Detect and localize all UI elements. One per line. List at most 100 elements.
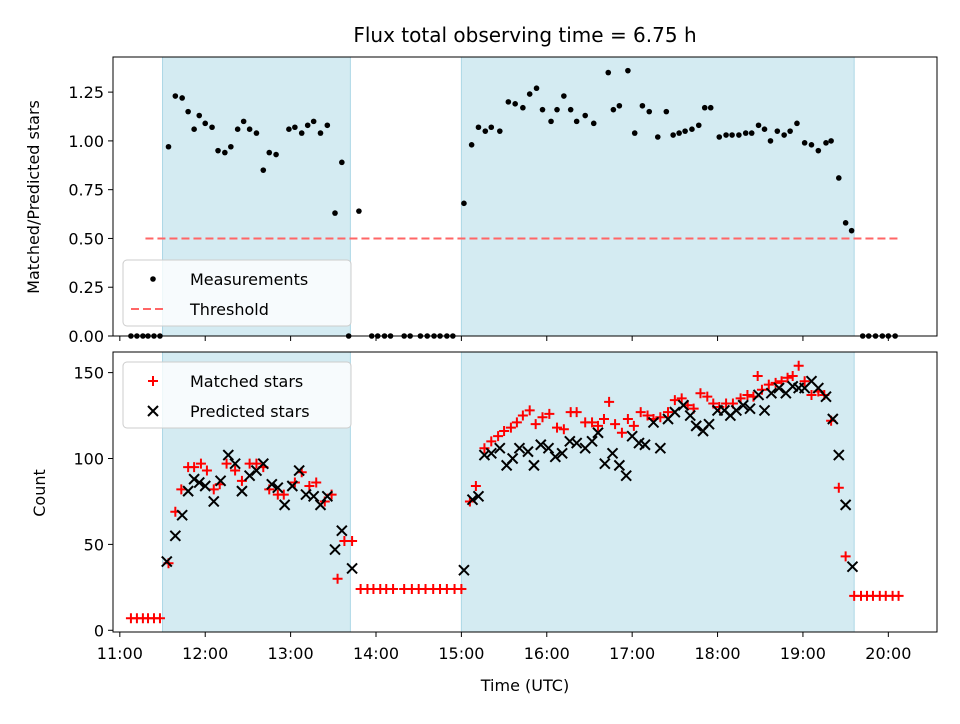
predicted-stars-point [690,420,702,432]
measurement-point [654,134,661,140]
legend-box [122,361,352,429]
matched-stars-point [893,590,904,601]
matched-stars-point [770,377,781,388]
measurement-point [801,140,808,146]
matched-stars-point [756,384,767,395]
measurement-point [639,102,646,109]
measurement-point [582,112,588,119]
legend-label: Threshold [189,300,269,319]
matched-stars-point [655,412,666,423]
measurement-point [273,151,279,158]
matched-stars-point [622,413,633,424]
matched-stars-point [388,584,399,595]
predicted-stars-point [494,442,506,454]
predicted-stars-point [336,524,348,537]
x-tick-label: 17:00 [609,644,655,663]
y-tick-label: 1.25 [68,83,104,102]
y-tick-label: 0.00 [68,327,104,346]
matched-stars-point [499,426,510,437]
x-tick-label: 19:00 [780,644,826,663]
matched-stars-point [840,551,851,562]
predicted-stars-point [236,485,248,497]
predicted-stars-point [639,439,651,451]
measurement-point [755,122,762,129]
measurement-point [165,143,172,150]
predicted-stars-point [839,499,852,511]
measurement-point [260,167,267,173]
measurement-point [676,130,682,136]
observing-window-band [460,351,855,633]
count-panel: 0 50 100 150 11:00 12:00 13:00 14:00 15:00 16:00 1… [73,351,938,663]
matched-stars-point [610,419,621,430]
predicted-stars-point [684,409,696,422]
measurement-point [689,126,695,132]
y-tick-label: 1.00 [68,132,104,151]
predicted-stars-point [513,442,526,454]
measurement-point [266,149,273,156]
matched-stars-point [669,395,680,406]
matched-stars-point [544,408,555,419]
measurement-point [488,124,495,131]
x-tick-label: 15:00 [438,644,484,663]
predicted-stars-point [599,457,611,470]
legend-label: Predicted stars [190,402,310,421]
measurement-point [222,149,228,156]
matched-stars-point [714,401,725,412]
matched-stars-point [616,427,627,438]
measurement-point [616,102,623,109]
predicted-stars-point [613,459,626,472]
predicted-stars-point [592,427,604,439]
predicted-stars-point [506,452,519,465]
predicted-stars-point [564,435,576,448]
measurement-point [172,93,179,99]
measurement-point [761,126,768,132]
predicted-stars-point [214,475,227,487]
predicted-stars-point [188,473,200,485]
measurement-point [304,122,311,129]
predicted-stars-point [176,509,188,521]
matched-stars-point [332,573,343,584]
legend-marker-measurements [150,276,156,282]
matched-stars-point [552,422,563,433]
predicted-stars-point [535,439,547,451]
predicted-stars-point [528,459,540,472]
matched-stars-point [524,405,535,416]
measurement-point [512,101,518,107]
chart-title: Flux total observing time = 6.75 h [353,23,696,47]
measurement-point [842,220,849,226]
measurement-point [823,140,829,146]
matched-stars-point [558,424,569,435]
matched-stars-point [833,482,844,493]
x-tick-label: 18:00 [694,644,740,663]
measurement-point [339,159,345,166]
measurement-point [794,120,800,127]
predicted-stars-point [266,478,278,490]
predicted-stars-point [286,480,299,492]
measurement-point [787,128,793,134]
legend-marker-matched [148,376,158,386]
predicted-stars-point [321,490,334,503]
measurement-point [836,175,842,181]
y-tick-label: 0.75 [68,181,104,200]
measurement-point [240,118,247,125]
measurement-point [215,147,221,154]
matched-stars-point [642,410,653,421]
predicted-stars-point [293,464,305,477]
predicted-stars-point [654,442,667,454]
x-tick-label: 20:00 [865,644,911,663]
matched-stars-point [456,584,467,595]
matched-stars-point [635,407,646,418]
measurement-point [468,141,475,148]
matched-stars-point [530,419,541,430]
y-tick-label: 0.50 [68,229,104,248]
measurement-point [497,128,503,134]
predicted-stars-point [542,442,555,454]
measurement-point [808,141,815,148]
predicted-stars-point [606,447,619,460]
measurement-point [682,128,688,134]
legend-label: Matched stars [190,372,303,391]
legend-box [122,259,352,327]
measurement-point [332,210,338,216]
measurement-point [625,67,631,74]
